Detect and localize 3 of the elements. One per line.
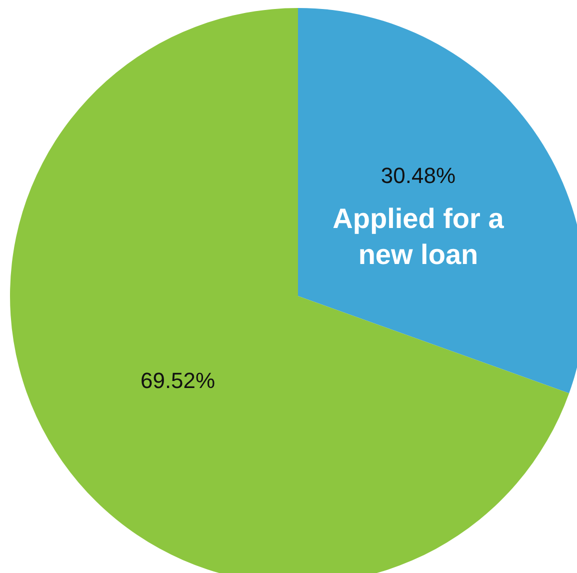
data-label: 30.48% <box>380 162 456 188</box>
slice-label: Applied for a new loan <box>332 202 504 270</box>
data-label: 69.52% <box>140 368 216 394</box>
